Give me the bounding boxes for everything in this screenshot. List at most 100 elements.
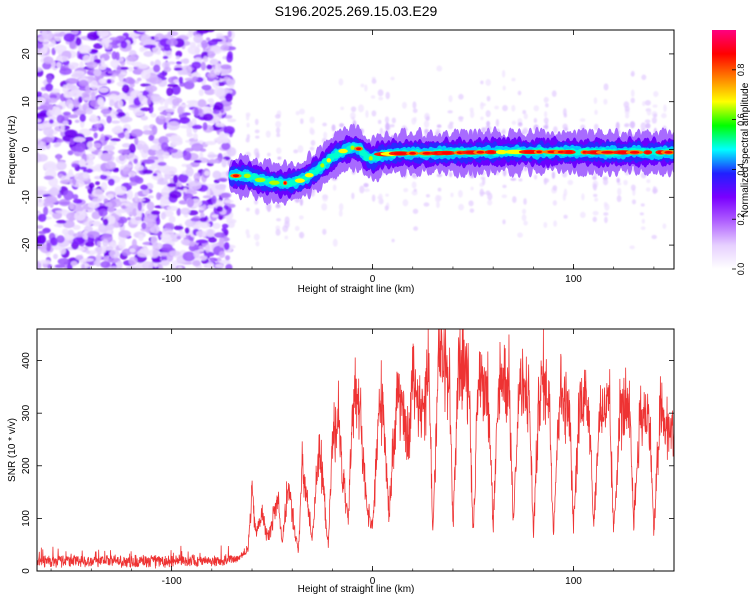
streak-blob <box>661 113 667 119</box>
noise-blob <box>218 131 225 139</box>
streak-blob <box>298 108 305 115</box>
noise-blob <box>56 138 64 143</box>
streak-blob <box>437 187 442 192</box>
streak-blob <box>254 118 259 126</box>
streak-blob <box>533 118 538 123</box>
noise-blob <box>120 116 133 123</box>
streak-blob <box>458 189 463 198</box>
streak-blob <box>563 188 568 197</box>
noise-blob <box>202 195 212 199</box>
colorbar-bar <box>712 30 736 269</box>
noise-blob <box>113 111 118 115</box>
noise-blob <box>200 40 208 49</box>
streak-blob <box>351 192 355 200</box>
ridge-peak <box>326 158 331 163</box>
noise-blob <box>214 184 227 190</box>
ridge-peak-core <box>409 151 416 155</box>
spectrogram-streaks <box>244 65 668 250</box>
streak-blob <box>592 183 597 191</box>
ridge-peak-core <box>476 150 485 154</box>
streak-blob <box>543 177 548 185</box>
noise-blob <box>107 178 115 186</box>
colorbar-label: Normalized spectral amplitude <box>740 82 750 217</box>
noise-blob <box>140 115 149 121</box>
noise-blob <box>67 229 75 236</box>
noise-blob <box>110 138 121 142</box>
streak-blob <box>470 186 474 191</box>
noise-blob <box>79 113 86 123</box>
streak-blob <box>323 131 328 139</box>
noise-blob <box>75 254 84 261</box>
noise-blob <box>148 104 154 114</box>
noise-blob <box>62 56 67 62</box>
noise-blob <box>208 237 217 243</box>
noise-blob <box>166 121 180 131</box>
noise-blob <box>164 230 175 236</box>
ridge-peak-core <box>441 151 453 155</box>
streak-blob <box>494 105 499 110</box>
streak-blob <box>523 198 527 205</box>
noise-blob <box>202 55 209 63</box>
noise-blob <box>67 150 74 156</box>
streak-blob <box>458 203 465 211</box>
noise-blob <box>82 168 94 174</box>
streak-blob <box>485 111 491 116</box>
noise-blob <box>82 172 89 179</box>
noise-blob <box>188 30 193 36</box>
streak-blob <box>246 122 250 128</box>
streak-blob <box>299 198 304 206</box>
noise-blob <box>173 67 183 71</box>
noise-blob <box>105 51 112 55</box>
noise-blob <box>143 44 157 49</box>
noise-blob <box>37 234 47 245</box>
streak-blob <box>495 118 500 127</box>
streak-blob <box>631 199 636 205</box>
noise-blob <box>133 158 138 164</box>
streak-blob <box>265 130 271 138</box>
snr-frame <box>36 328 675 572</box>
noise-blob <box>212 170 222 180</box>
streak-blob <box>385 193 389 197</box>
noise-blob <box>67 119 72 125</box>
noise-blob <box>150 235 158 245</box>
colorbar-tick-label: 0.0 <box>736 263 746 276</box>
noise-blob <box>138 234 144 242</box>
noise-blob <box>50 237 59 247</box>
streak-blob <box>275 120 282 128</box>
noise-blob <box>150 144 162 151</box>
noise-blob <box>206 261 214 269</box>
ridge-peak-core <box>601 150 615 154</box>
streak-blob <box>411 181 417 189</box>
noise-blob <box>45 83 54 92</box>
streak-blob <box>413 116 417 123</box>
noise-blob <box>125 95 132 101</box>
noise-blob <box>180 238 191 245</box>
streak-blob <box>594 109 598 115</box>
streak-blob <box>630 184 636 191</box>
snr-panel: -100 0 100 0 100 200 300 400 Height of straight… <box>7 328 675 595</box>
streak-blob <box>653 113 658 118</box>
noise-blob <box>79 166 87 170</box>
noise-blob <box>156 217 161 226</box>
noise-blob <box>191 143 204 152</box>
streak-blob <box>246 207 250 212</box>
snr-plot-area <box>37 329 674 569</box>
noise-blob <box>105 223 115 231</box>
streak-blob <box>363 182 369 188</box>
streak-blob <box>282 225 289 233</box>
noise-blob <box>182 66 187 75</box>
colorbar-tick-label: 0.6 <box>736 113 746 126</box>
streak-blob <box>640 203 645 207</box>
noise-blob <box>112 168 120 173</box>
noise-blob <box>165 108 175 113</box>
noise-blob <box>56 61 62 68</box>
noise-blob <box>111 126 124 134</box>
noise-blob <box>100 57 105 67</box>
noise-blob <box>59 179 70 185</box>
streak-blob <box>384 116 390 124</box>
ridge-peak-core <box>422 151 432 155</box>
noise-blob <box>114 185 127 196</box>
streak-blob <box>639 212 644 216</box>
streak-blob <box>629 245 635 250</box>
noise-blob <box>132 68 144 75</box>
